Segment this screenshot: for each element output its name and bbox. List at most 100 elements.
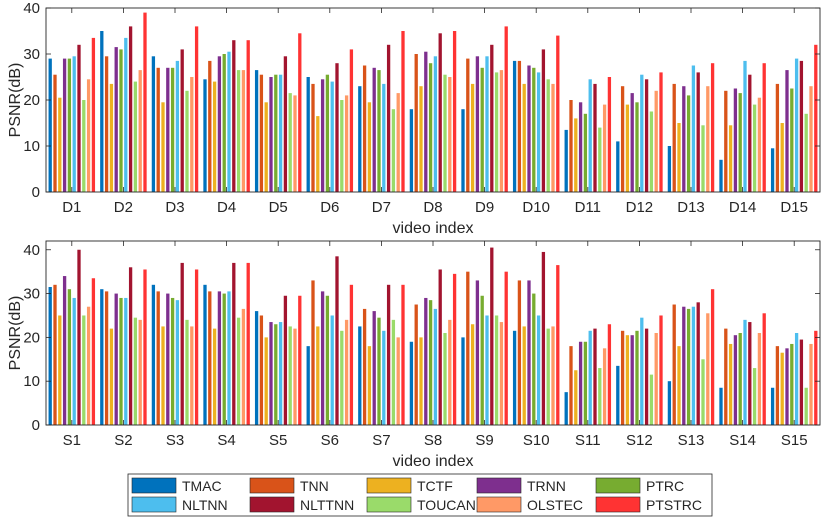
- legend-label-nltnn: NLTNN: [182, 497, 228, 513]
- bar-toucan-s14: [752, 368, 757, 425]
- x-tick-label: D6: [320, 199, 339, 216]
- bar-ptstrc-s2: [143, 269, 147, 425]
- bar-tctf-d4: [212, 81, 217, 192]
- bar-toucan-d2: [133, 81, 138, 192]
- bar-nlttnn-s2: [128, 267, 133, 425]
- bar-tmac-s10: [512, 330, 517, 425]
- bar-nlttnn-d1: [77, 44, 81, 192]
- bar-ptstrc-s10: [556, 265, 560, 425]
- bar-nltnn-d15: [794, 58, 799, 192]
- bar-tctf-s4: [212, 328, 217, 425]
- bar-tmac-s3: [151, 284, 156, 425]
- legend-label-ptstrc: PTSTRC: [646, 497, 702, 513]
- y-axis-label: PSNR(dB): [7, 63, 24, 138]
- legend-label-nlttnn: NLTTNN: [300, 497, 354, 513]
- legend-swatch-trnn: [476, 477, 522, 494]
- bar-ptrc-d4: [222, 54, 226, 192]
- bar-tmac-d12: [616, 141, 620, 192]
- bar-nltnn-d8: [433, 56, 438, 192]
- bar-tnn-d12: [620, 86, 625, 192]
- bar-ptrc-s6: [325, 295, 330, 425]
- bar-tnn-s10: [517, 280, 522, 425]
- legend-label-toucan: TOUCAN: [417, 497, 476, 513]
- bar-olstec-d8: [448, 77, 452, 192]
- bar-ptstrc-d2: [143, 12, 147, 192]
- bar-ptstrc-d9: [504, 26, 508, 193]
- y-axis-label: PSNR(dB): [7, 296, 24, 371]
- bar-ptstrc-d7: [401, 31, 405, 192]
- bar-tmac-d6: [306, 77, 310, 192]
- bar-ptstrc-d1: [91, 37, 96, 193]
- bar-nlttnn-s10: [541, 251, 546, 425]
- bar-tnn-d7: [362, 65, 367, 192]
- bar-olstec-d9: [499, 70, 504, 192]
- bar-nltnn-d12: [640, 74, 644, 192]
- bar-tmac-d13: [667, 146, 672, 192]
- bar-toucan-d9: [494, 72, 499, 192]
- x-tick-label: S3: [166, 432, 184, 449]
- bar-ptrc-d10: [532, 67, 536, 192]
- bar-tctf-d12: [625, 104, 630, 192]
- bar-tnn-s8: [414, 304, 418, 425]
- bar-trnn-d3: [166, 67, 170, 192]
- x-axis-label: video index: [393, 220, 474, 237]
- bar-tnn-s5: [259, 315, 264, 425]
- bar-ptstrc-s1: [91, 278, 96, 425]
- bar-tctf-s6: [316, 326, 320, 425]
- bar-tmac-d3: [151, 56, 156, 192]
- bar-olstec-s14: [757, 333, 762, 425]
- bar-tctf-s5: [264, 337, 268, 425]
- bar-ptrc-s15: [790, 343, 794, 425]
- legend-swatch-ptrc: [595, 477, 641, 494]
- bar-nltnn-d5: [278, 74, 283, 192]
- x-tick-label: D5: [269, 199, 288, 216]
- bar-trnn-s6: [320, 291, 325, 425]
- bar-nlttnn-d14: [748, 74, 752, 192]
- bar-olstec-d11: [602, 104, 607, 192]
- bar-ptstrc-s5: [298, 295, 302, 425]
- bar-toucan-d5: [288, 93, 292, 192]
- bar-olstec-d6: [344, 95, 349, 192]
- bar-toucan-s3: [185, 319, 189, 425]
- y-tick-label: 40: [23, 0, 40, 17]
- bar-toucan-d10: [546, 79, 550, 192]
- bar-tmac-d1: [48, 58, 52, 192]
- bar-tmac-d4: [203, 79, 207, 192]
- bar-tctf-s14: [728, 343, 733, 425]
- bar-trnn-d14: [733, 88, 738, 192]
- bar-nltnn-s1: [72, 297, 76, 425]
- x-tick-label: S10: [523, 432, 550, 449]
- bar-ptrc-s3: [170, 297, 175, 425]
- bar-olstec-s15: [809, 343, 813, 425]
- bar-nlttnn-s3: [180, 262, 184, 425]
- bar-trnn-d4: [217, 56, 222, 192]
- bar-ptrc-d15: [790, 88, 794, 192]
- bar-ptrc-d2: [119, 49, 123, 193]
- bar-nltnn-s14: [743, 319, 747, 425]
- bar-nlttnn-d5: [283, 56, 288, 192]
- bar-nlttnn-s14: [748, 322, 752, 425]
- bar-nltnn-d1: [72, 56, 76, 192]
- bar-tmac-d9: [461, 109, 465, 192]
- bar-nltnn-s9: [485, 315, 489, 425]
- bar-nlttnn-d9: [490, 44, 494, 192]
- bar-tnn-s4: [208, 291, 212, 425]
- bar-ptrc-s10: [532, 293, 536, 425]
- bar-olstec-d4: [241, 70, 246, 192]
- x-tick-label: S7: [372, 432, 390, 449]
- bar-nlttnn-s8: [438, 269, 442, 425]
- bar-trnn-s12: [630, 335, 634, 425]
- bar-tmac-d5: [254, 70, 259, 192]
- y-tick-label: 20: [23, 92, 40, 109]
- bar-olstec-s3: [190, 326, 194, 425]
- bar-tmac-s2: [100, 289, 104, 425]
- bar-tnn-s13: [672, 304, 676, 425]
- bar-nlttnn-d2: [128, 26, 133, 193]
- bar-ptstrc-s14: [762, 313, 766, 425]
- bar-tctf-s15: [780, 352, 784, 425]
- bar-ptstrc-d12: [659, 72, 663, 192]
- bar-trnn-s9: [475, 280, 480, 425]
- bar-tnn-d4: [208, 60, 212, 193]
- bar-olstec-d2: [138, 70, 142, 192]
